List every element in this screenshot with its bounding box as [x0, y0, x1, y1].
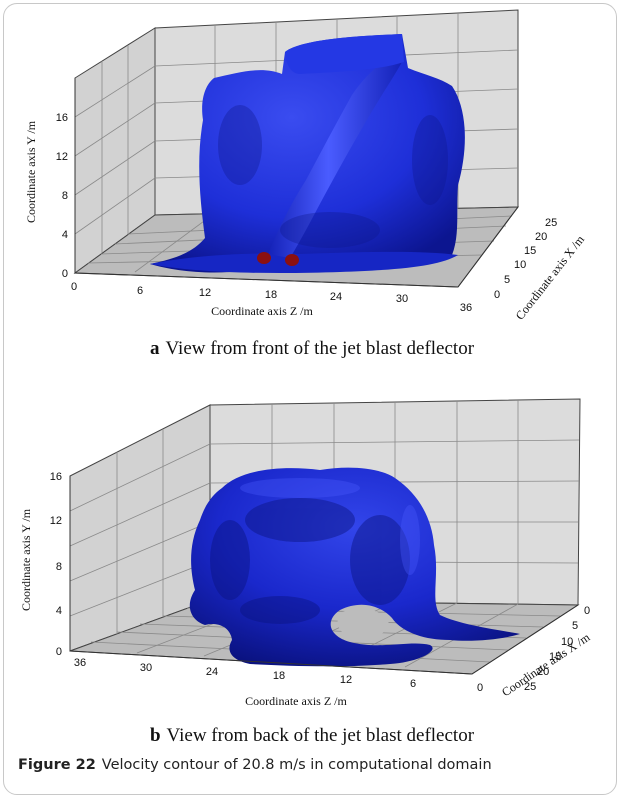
figure-caption: Figure 22 Velocity contour of 20.8 m/s in…	[18, 757, 492, 773]
panel-b-y-axis-label: Coordinate axis Y /m	[19, 508, 33, 611]
panel-a-caption-text: View from front of the jet blast deflect…	[165, 338, 475, 359]
panel-a-plot	[73, 9, 520, 288]
panel-a-x-ticks: 0 5 10 15 20 25	[494, 217, 557, 301]
panel-a-y-ticks: 0 4 8 12 16	[56, 112, 68, 280]
panel-b-z-tick: 18	[273, 670, 285, 682]
panel-a-z-tick: 24	[330, 291, 342, 303]
panel-b-x-tick: 15	[549, 651, 561, 663]
panel-a-caption: a View from front of the jet blast deflec…	[0, 338, 624, 360]
panel-b-z-tick: 6	[410, 678, 416, 690]
panel-a-jet-plume	[268, 60, 402, 258]
panel-a-z-ticks: 0 6 12 18 24 30 36	[71, 281, 472, 314]
panel-a-letter: a	[149, 338, 160, 359]
panel-a-x-tick: 25	[545, 217, 557, 229]
panel-b-y-tick: 0	[56, 646, 62, 658]
panel-a-z-tick: 0	[71, 281, 77, 293]
panel-a-z-tick: 36	[460, 302, 472, 314]
panel-b-z-tick: 36	[74, 657, 86, 669]
panel-a-x-tick: 0	[494, 289, 500, 301]
panel-b-y-ticks: 0 4 8 12 16	[50, 471, 62, 658]
panel-a-z-tick: 12	[199, 287, 211, 299]
panel-b-x-tick: 0	[584, 605, 590, 617]
panel-a-nozzle-right	[285, 254, 299, 266]
panel-b-caption-text: View from back of the jet blast deflecto…	[166, 725, 475, 746]
panel-a-x-tick: 15	[524, 245, 536, 257]
panel-a-nozzle-left	[257, 252, 271, 264]
panel-a-jet-plume-top	[285, 34, 404, 74]
figure-label: Figure 22	[18, 757, 96, 773]
panel-b-y-tick: 16	[50, 471, 62, 483]
panel-b-letter: b	[149, 725, 161, 746]
panel-b-z-axis-label: Coordinate axis Z /m	[245, 694, 347, 708]
panel-a-isosurface	[150, 34, 465, 273]
panel-b-y-tick: 8	[56, 561, 62, 573]
panel-a-z-tick: 30	[396, 293, 408, 305]
panel-b-x-tick: 20	[537, 666, 549, 678]
panel-b-surface-highlights	[240, 478, 420, 575]
panel-b-isosurface-hole	[337, 608, 389, 639]
panel-a-z-axis-label: Coordinate axis Z /m	[211, 304, 313, 318]
panel-a-x-tick: 10	[514, 259, 526, 271]
panel-b-y-tick: 4	[56, 605, 62, 617]
panel-b-surface-shading	[210, 498, 410, 624]
panel-b-caption: b View from back of the jet blast deflect…	[0, 725, 624, 747]
panel-b-plot	[69, 398, 581, 675]
panel-b-y-tick: 12	[50, 515, 62, 527]
panel-a-isosurface-base	[150, 251, 458, 274]
panel-a-x-tick: 5	[504, 274, 510, 286]
panel-b-z-tick: 12	[340, 674, 352, 686]
panel-a-z-tick: 6	[137, 285, 143, 297]
panel-b-z-tick: 24	[206, 666, 218, 678]
panel-b-x-tick: 5	[572, 620, 578, 632]
panel-b-x-ticks: 0 5 10 15 20 25	[524, 605, 590, 693]
panel-a-y-tick: 8	[62, 190, 68, 202]
panel-b-x-tick: 10	[561, 636, 573, 648]
panel-b-z-tick: 0	[477, 682, 483, 694]
panel-b-x-tick: 25	[524, 681, 536, 693]
panel-b-isosurface	[189, 467, 520, 667]
panel-a-y-axis-label: Coordinate axis Y /m	[24, 120, 38, 223]
panel-a-y-tick: 12	[56, 151, 68, 163]
figure-caption-text: Velocity contour of 20.8 m/s in computat…	[101, 757, 492, 773]
panel-a-x-tick: 20	[535, 231, 547, 243]
panel-a-y-tick: 16	[56, 112, 68, 124]
panel-a-y-tick: 0	[62, 268, 68, 280]
panel-b-z-tick: 30	[140, 662, 152, 674]
panel-b-z-ticks: 36 30 24 18 12 6 0	[74, 657, 483, 694]
panel-a-surface-shading	[218, 105, 448, 248]
panel-a-y-tick: 4	[62, 229, 68, 241]
panel-a-z-tick: 18	[265, 289, 277, 301]
